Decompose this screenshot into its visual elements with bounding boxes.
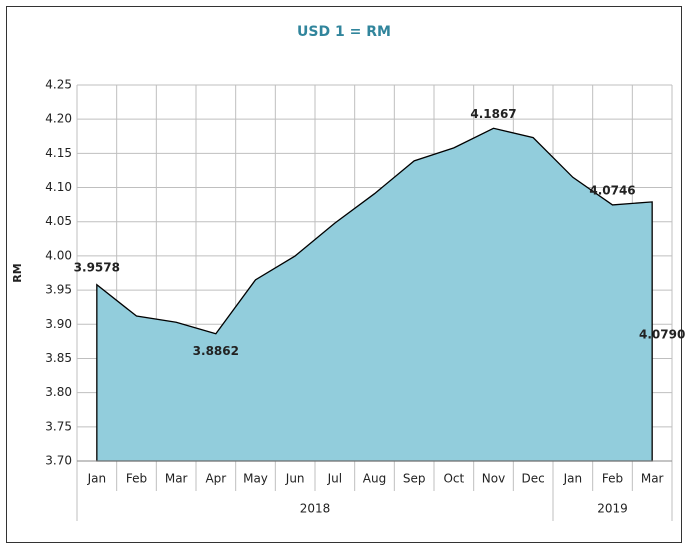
data-label: 4.0790 [639,327,685,341]
x-tick-label: Jan [87,472,107,486]
y-tick-label: 4.05 [45,214,72,228]
group-label: 2019 [597,502,628,516]
data-label: 4.0746 [589,183,635,197]
x-tick-label: Feb [126,472,147,486]
x-tick-label: Oct [443,472,464,486]
x-tick-label: Feb [602,472,623,486]
data-label: 3.9578 [74,260,120,274]
y-tick-label: 4.00 [45,248,72,262]
y-tick-label: 3.85 [45,351,72,365]
x-tick-label: Dec [522,472,545,486]
x-tick-label: Sep [403,472,426,486]
area [96,127,653,462]
y-tick-label: 3.80 [45,385,72,399]
x-tick-label: Mar [641,472,664,486]
x-tick-label: May [243,472,268,486]
x-tick-label: Jun [285,472,305,486]
y-tick-label: 4.20 [45,112,72,126]
chart-title: USD 1 = RM [297,24,391,40]
y-tick-label: 4.25 [45,78,72,92]
x-tick-label: Jul [327,472,342,486]
y-tick-label: 3.90 [45,317,72,331]
y-tick-label: 3.75 [45,419,72,433]
x-tick-label: Nov [482,472,505,486]
x-tick-label: Jan [563,472,583,486]
data-label: 4.1867 [470,107,516,121]
y-tick-label: 4.10 [45,180,72,194]
y-tick-label: 3.70 [45,454,72,468]
group-label: 2018 [300,502,331,516]
x-tick-label: Apr [205,472,226,486]
x-tick-label: Mar [165,472,188,486]
y-axis-label: RM [11,263,24,282]
data-label: 3.8862 [193,344,239,358]
y-tick-label: 4.15 [45,146,72,160]
y-tick-label: 3.95 [45,283,72,297]
x-tick-label: Aug [363,472,386,486]
